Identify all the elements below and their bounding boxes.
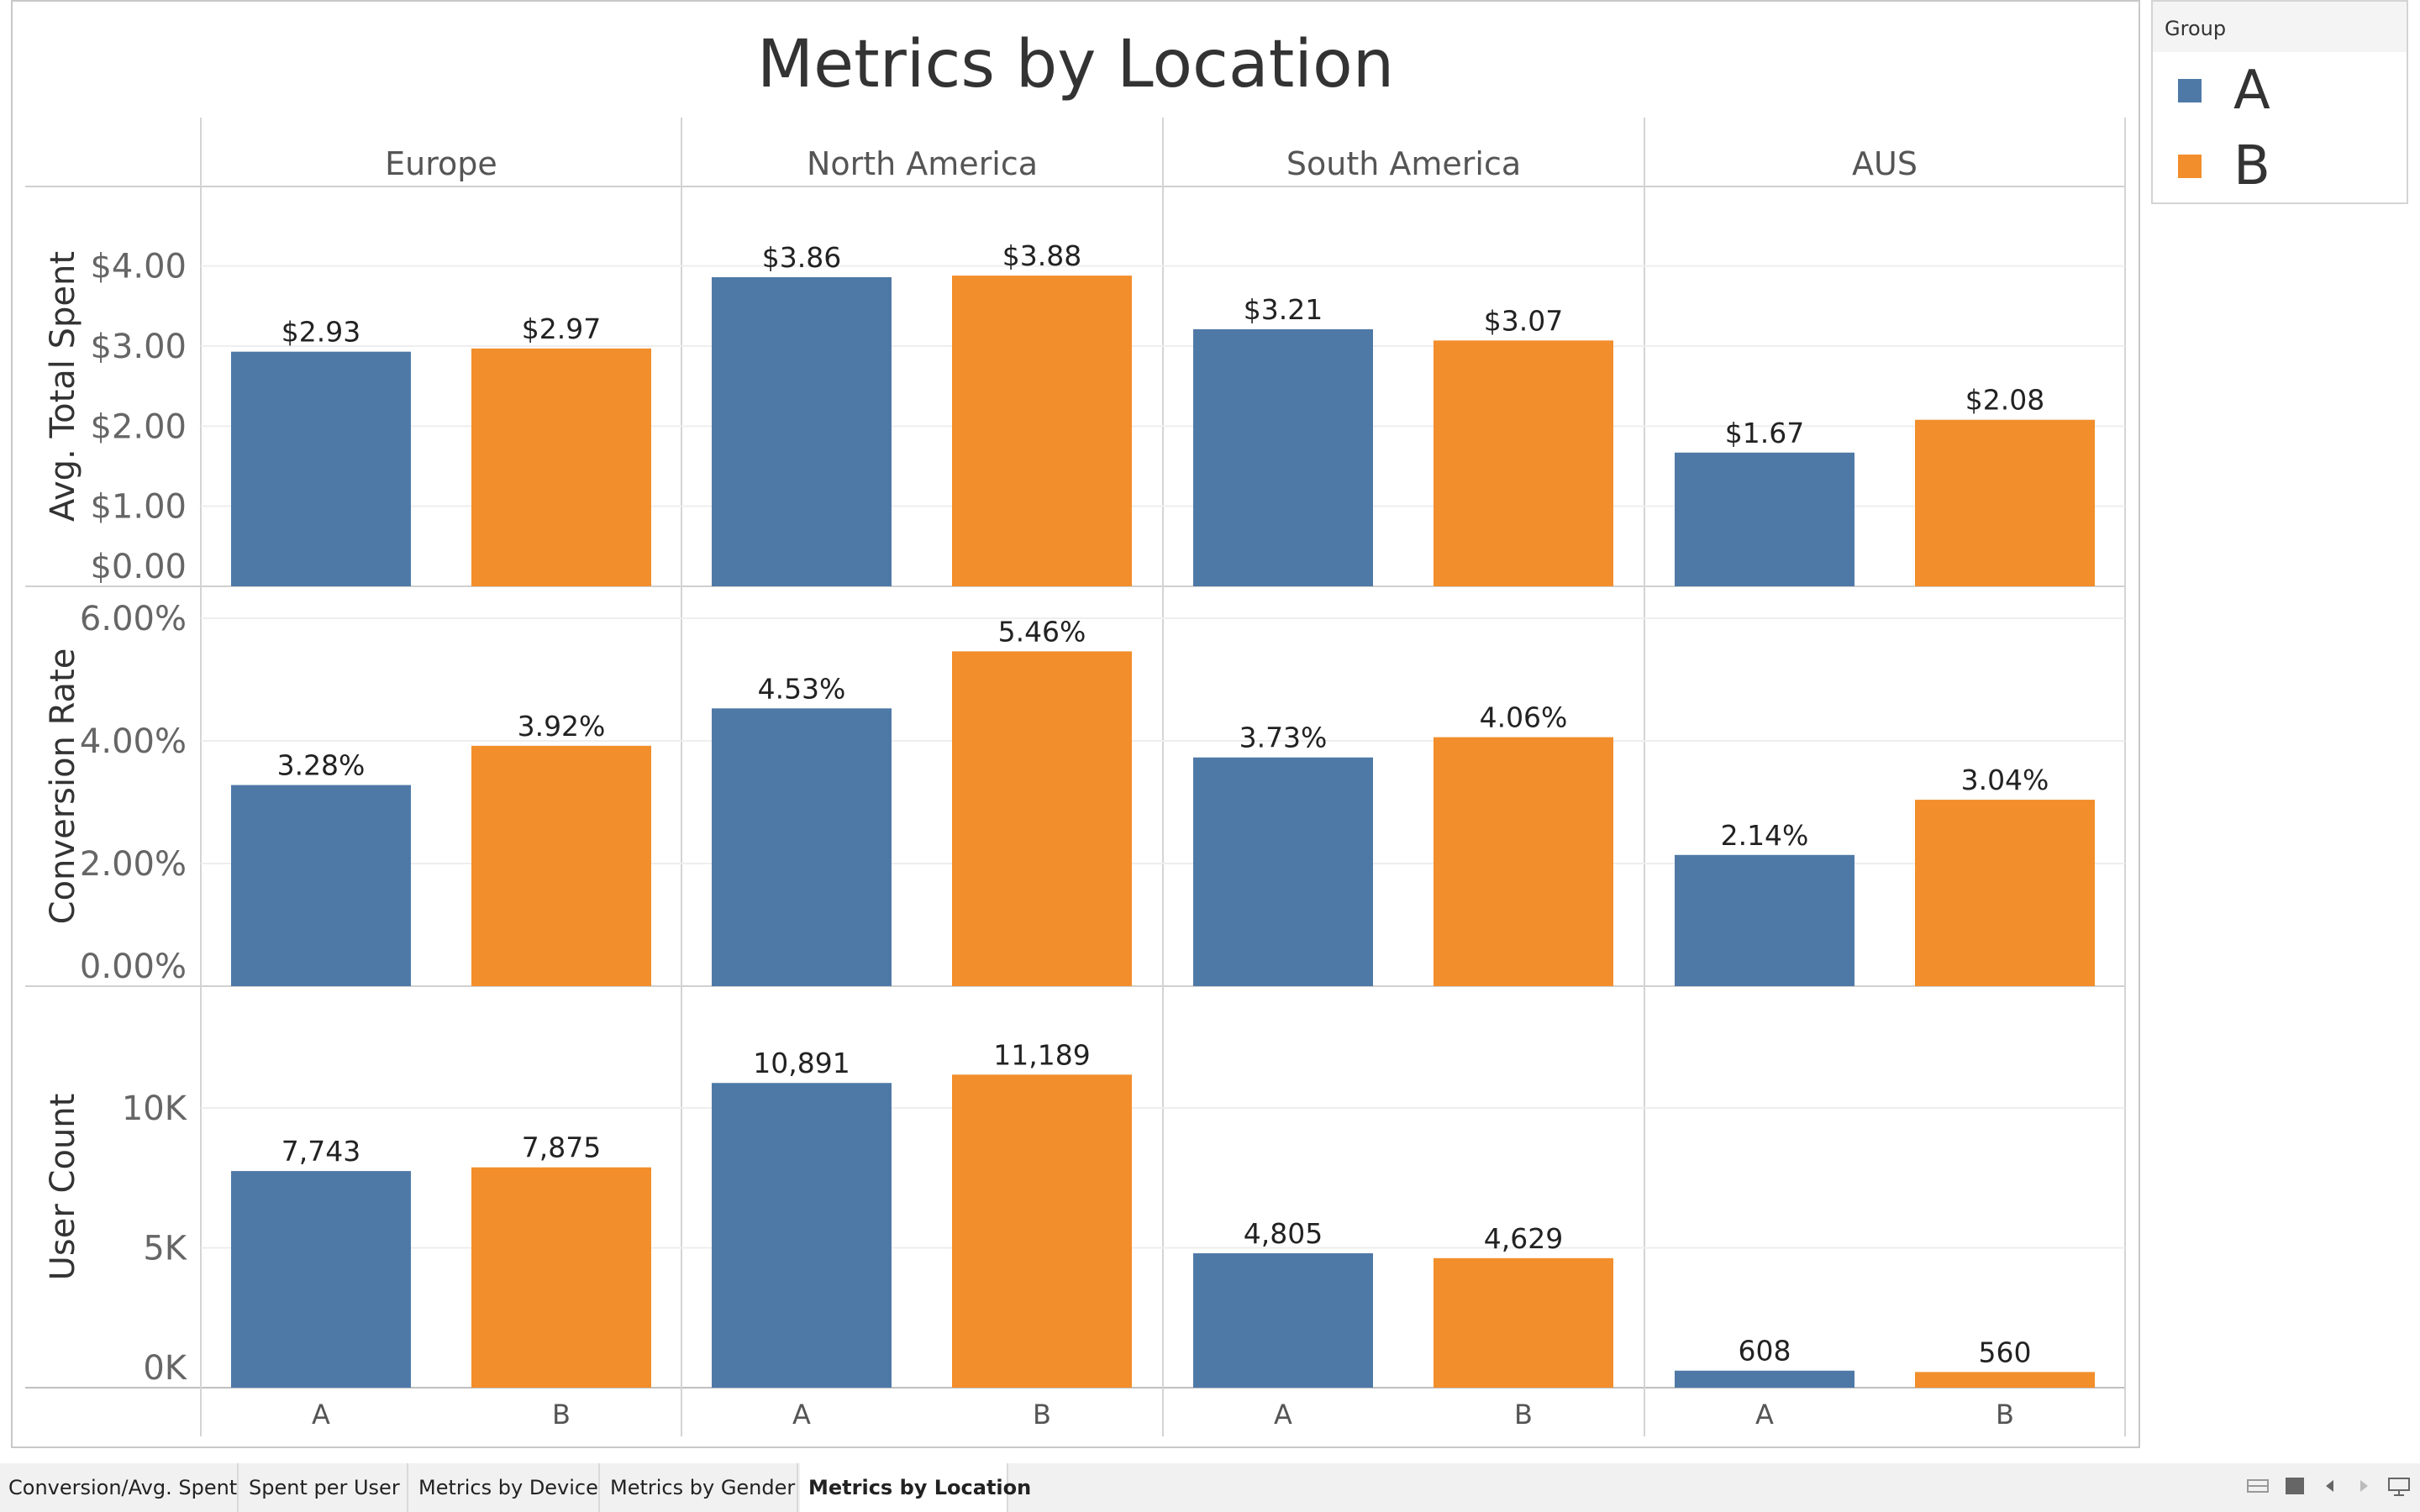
data-label: $3.07 bbox=[1484, 304, 1563, 337]
data-label: 3.28% bbox=[277, 749, 366, 782]
bar-aus-b bbox=[1915, 800, 2095, 986]
y-tick-label: $4.00 bbox=[90, 248, 187, 286]
y-tick-label: 0.00% bbox=[80, 948, 187, 986]
y-tick-label: $1.00 bbox=[90, 488, 187, 527]
bar-north-america-a bbox=[712, 708, 892, 986]
data-label: $2.97 bbox=[522, 312, 601, 345]
y-tick-label: 4.00% bbox=[80, 722, 187, 761]
y-tick-label: 10K bbox=[122, 1089, 188, 1128]
bar-south-america-a bbox=[1193, 757, 1373, 986]
bar-north-america-b bbox=[952, 276, 1132, 586]
y-tick-label: $2.00 bbox=[90, 407, 187, 446]
single-view-icon[interactable] bbox=[2281, 1473, 2309, 1502]
data-label: 10,891 bbox=[753, 1047, 850, 1079]
y-tick-label: 2.00% bbox=[80, 845, 187, 884]
x-tick-label: A bbox=[1274, 1399, 1292, 1431]
legend-item-b[interactable]: B bbox=[2178, 133, 2270, 200]
legend-swatch-a bbox=[2178, 79, 2202, 102]
data-label: 4,805 bbox=[1244, 1217, 1323, 1250]
next-icon[interactable] bbox=[2349, 1473, 2378, 1502]
data-label: 4.53% bbox=[758, 672, 846, 705]
y-axis-title: User Count bbox=[44, 1094, 82, 1281]
column-header-2: South America bbox=[1286, 145, 1521, 182]
data-label: 3.04% bbox=[1961, 764, 2049, 796]
x-tick-label: A bbox=[1755, 1399, 1774, 1431]
data-label: 7,743 bbox=[281, 1135, 360, 1168]
x-tick-label: B bbox=[1996, 1399, 2014, 1431]
bar-south-america-a bbox=[1193, 1252, 1373, 1388]
bar-aus-a bbox=[1675, 854, 1854, 986]
data-label: 5.46% bbox=[998, 615, 1086, 648]
data-label: $3.21 bbox=[1244, 293, 1323, 326]
column-header-1: North America bbox=[807, 145, 1038, 182]
chart-title: Metrics by Location bbox=[756, 27, 1395, 102]
bar-north-america-b bbox=[952, 651, 1132, 986]
chart: Europe North America South America AUS $0.00… bbox=[25, 118, 2126, 1436]
bar-south-america-b bbox=[1434, 1257, 1613, 1388]
bar-europe-a bbox=[231, 785, 411, 986]
data-label: 3.73% bbox=[1239, 722, 1328, 754]
data-label: 11,189 bbox=[993, 1038, 1090, 1071]
bar-north-america-a bbox=[712, 1083, 892, 1388]
data-label: 3.92% bbox=[518, 710, 606, 743]
presentation-icon[interactable] bbox=[2385, 1473, 2413, 1502]
data-label: $3.88 bbox=[1002, 239, 1081, 272]
x-tick-label: B bbox=[1033, 1399, 1051, 1431]
legend-item-a[interactable]: A bbox=[2178, 57, 2270, 124]
bar-north-america-b bbox=[952, 1074, 1132, 1388]
tab-spent-per-user[interactable]: Spent per User bbox=[240, 1463, 408, 1512]
bar-south-america-b bbox=[1434, 340, 1613, 586]
bar-europe-b bbox=[471, 1167, 651, 1388]
legend-label-a: A bbox=[2233, 60, 2270, 122]
bar-aus-a bbox=[1675, 1370, 1854, 1388]
data-label: 2.14% bbox=[1721, 819, 1809, 852]
y-tick-label: 0K bbox=[143, 1349, 187, 1388]
grid-view-icon[interactable] bbox=[2244, 1473, 2272, 1502]
data-label: $1.67 bbox=[1725, 417, 1804, 449]
tab-metrics-by-location[interactable]: Metrics by Location bbox=[800, 1463, 1031, 1512]
data-label: 560 bbox=[1979, 1336, 2032, 1368]
legend-label-b: B bbox=[2233, 135, 2270, 197]
bar-aus-b bbox=[1915, 419, 2095, 586]
legend-title: Group bbox=[2153, 2, 2407, 52]
legend-swatch-b bbox=[2178, 155, 2202, 178]
previous-icon[interactable] bbox=[2316, 1473, 2344, 1502]
data-label: $3.86 bbox=[762, 241, 841, 274]
bar-south-america-a bbox=[1193, 328, 1373, 586]
column-header-3: AUS bbox=[1852, 145, 1918, 182]
bar-south-america-b bbox=[1434, 737, 1613, 986]
y-tick-label: $0.00 bbox=[90, 548, 187, 586]
bar-europe-a bbox=[231, 1171, 411, 1388]
x-tick-label: B bbox=[1514, 1399, 1533, 1431]
tab-conversion-avg-spent[interactable]: Conversion/Avg. Spent bbox=[0, 1463, 239, 1512]
bar-north-america-a bbox=[712, 277, 892, 586]
bar-europe-b bbox=[471, 348, 651, 586]
y-tick-label: $3.00 bbox=[90, 328, 187, 366]
bar-europe-b bbox=[471, 745, 651, 986]
column-header-0: Europe bbox=[385, 145, 497, 182]
y-axis-title: Conversion Rate bbox=[44, 648, 82, 925]
data-label: 4.06% bbox=[1480, 701, 1568, 734]
y-tick-label: 6.00% bbox=[80, 600, 187, 638]
bar-europe-a bbox=[231, 351, 411, 586]
sheet-tab-bar: Conversion/Avg. Spent Spent per User Met… bbox=[0, 1463, 2420, 1512]
y-tick-label: 5K bbox=[143, 1229, 187, 1268]
legend[interactable]: Group A B bbox=[2151, 0, 2408, 204]
data-label: $2.08 bbox=[1965, 384, 2044, 417]
bar-aus-a bbox=[1675, 452, 1854, 586]
data-label: 4,629 bbox=[1484, 1222, 1563, 1255]
x-tick-label: A bbox=[312, 1399, 330, 1431]
data-label: 7,875 bbox=[522, 1131, 601, 1164]
bar-aus-b bbox=[1915, 1372, 2095, 1388]
data-label: $2.93 bbox=[281, 316, 360, 349]
tab-metrics-by-device[interactable]: Metrics by Device bbox=[410, 1463, 600, 1512]
y-axis-title: Avg. Total Spent bbox=[44, 251, 82, 522]
data-label: 608 bbox=[1739, 1335, 1791, 1368]
x-tick-label: A bbox=[792, 1399, 811, 1431]
tab-metrics-by-gender[interactable]: Metrics by Gender bbox=[602, 1463, 798, 1512]
x-tick-label: B bbox=[552, 1399, 571, 1431]
